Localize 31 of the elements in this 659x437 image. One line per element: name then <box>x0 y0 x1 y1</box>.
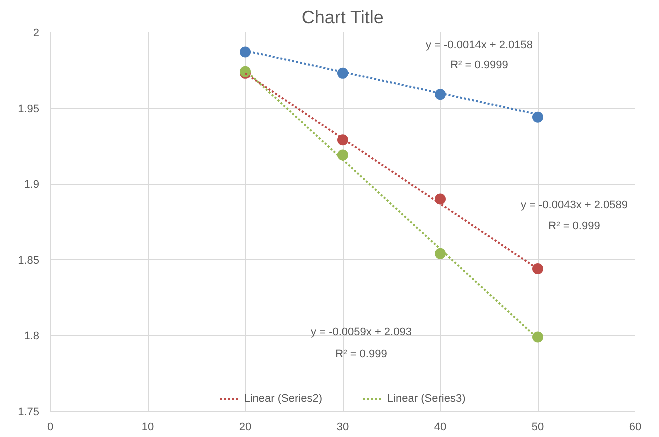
point <box>435 248 446 260</box>
y-tick-label: 1.85 <box>18 254 40 267</box>
y-tick-label: 2 <box>33 28 40 40</box>
point <box>435 194 446 205</box>
x-tick-label: 50 <box>532 422 544 434</box>
point <box>240 46 251 58</box>
x-tick-label: 30 <box>336 422 350 434</box>
annotation: y = -0.0043x + 2.0589 <box>520 200 628 212</box>
x-tick-label: 40 <box>434 422 447 434</box>
point <box>435 89 446 100</box>
legend-label: Linear (Series2) <box>244 393 322 405</box>
x-tick-label: 20 <box>239 422 252 434</box>
y-tick-label: 1.8 <box>24 330 40 343</box>
y-tick-label: 1.75 <box>18 406 40 418</box>
y-tick-label: 1.95 <box>18 103 40 116</box>
x-tick-label: 0 <box>47 422 54 434</box>
point <box>532 112 544 123</box>
annotation: R² = 0.999 <box>336 348 388 360</box>
x-tick-label: 60 <box>629 422 642 434</box>
annotation: y = -0.0059x + 2.093 <box>311 326 412 338</box>
annotation: R² = 0.9999 <box>450 60 508 72</box>
chart-title: Chart Title <box>302 8 384 28</box>
annotation: y = -0.0014x + 2.0158 <box>426 40 534 52</box>
point <box>532 264 544 274</box>
point <box>338 134 348 146</box>
legend-label: Linear (Series3) <box>388 393 466 405</box>
x-tick-label: 10 <box>142 422 154 434</box>
point <box>532 332 544 343</box>
annotation: R² = 0.999 <box>548 220 600 232</box>
point <box>338 150 348 161</box>
y-tick-label: 1.9 <box>24 179 40 192</box>
